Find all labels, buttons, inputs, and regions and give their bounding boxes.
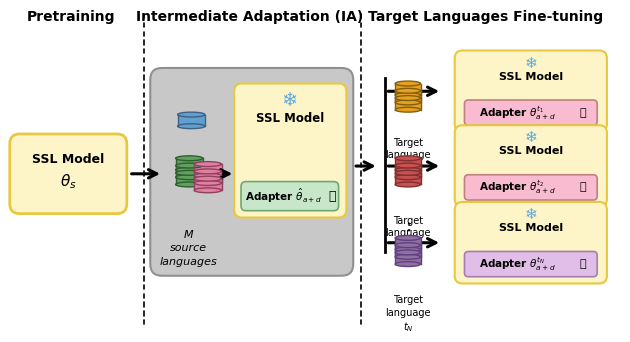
Text: $M$
source
languages: $M$ source languages [159, 228, 217, 266]
Ellipse shape [395, 107, 421, 112]
Ellipse shape [395, 243, 421, 248]
Ellipse shape [395, 81, 421, 86]
Text: Intermediate Adaptation (IA): Intermediate Adaptation (IA) [136, 10, 364, 24]
Bar [176, 173, 203, 184]
Ellipse shape [194, 176, 222, 181]
Text: Target
language
$t_1$: Target language $t_1$ [385, 138, 431, 177]
Text: SSL Model: SSL Model [256, 112, 324, 125]
Bar [178, 115, 205, 126]
Text: SSL Model: SSL Model [499, 72, 563, 82]
Ellipse shape [395, 93, 421, 97]
FancyBboxPatch shape [455, 125, 607, 207]
Bar [395, 252, 421, 264]
Bar [395, 245, 421, 257]
FancyBboxPatch shape [151, 68, 353, 276]
Ellipse shape [194, 173, 222, 178]
FancyBboxPatch shape [241, 182, 338, 211]
Bar [176, 166, 203, 177]
Text: Target
language
$t_N$: Target language $t_N$ [385, 295, 431, 334]
Bar [176, 158, 203, 170]
Ellipse shape [395, 100, 421, 105]
Ellipse shape [176, 175, 203, 180]
Bar [194, 179, 222, 190]
Text: ❄: ❄ [282, 91, 298, 110]
Text: 🔥: 🔥 [328, 189, 336, 202]
Ellipse shape [395, 247, 421, 252]
Text: ❄: ❄ [524, 130, 537, 145]
FancyBboxPatch shape [455, 202, 607, 284]
Text: 🔥: 🔥 [579, 259, 586, 269]
Ellipse shape [194, 162, 222, 167]
Bar [194, 164, 222, 176]
Ellipse shape [395, 182, 421, 187]
Text: SSL Model: SSL Model [499, 223, 563, 233]
Ellipse shape [395, 175, 421, 180]
Ellipse shape [395, 163, 421, 168]
Ellipse shape [395, 262, 421, 266]
Text: SSL Model: SSL Model [499, 146, 563, 157]
FancyBboxPatch shape [455, 51, 607, 132]
Text: Target Languages Fine-tuning: Target Languages Fine-tuning [369, 10, 604, 24]
Ellipse shape [176, 168, 203, 172]
Ellipse shape [395, 156, 421, 161]
Bar [395, 98, 421, 110]
Text: Adapter $\theta^{t_1}_{a+d}$: Adapter $\theta^{t_1}_{a+d}$ [479, 104, 556, 121]
Text: ❄: ❄ [524, 56, 537, 70]
Ellipse shape [176, 170, 203, 175]
FancyBboxPatch shape [234, 83, 346, 218]
Text: Adapter $\theta^{t_2}_{a+d}$: Adapter $\theta^{t_2}_{a+d}$ [479, 179, 556, 196]
Text: ⋯: ⋯ [398, 218, 417, 237]
Ellipse shape [395, 235, 421, 240]
Ellipse shape [176, 182, 203, 187]
Bar [395, 158, 421, 170]
FancyBboxPatch shape [464, 251, 597, 277]
Ellipse shape [194, 181, 222, 185]
FancyBboxPatch shape [9, 134, 127, 214]
Ellipse shape [176, 156, 203, 161]
Text: Pretraining: Pretraining [27, 10, 115, 24]
FancyBboxPatch shape [464, 100, 597, 125]
Bar [395, 91, 421, 103]
Ellipse shape [395, 168, 421, 172]
Text: $\theta_s$: $\theta_s$ [60, 172, 77, 191]
Bar [395, 238, 421, 250]
Ellipse shape [194, 188, 222, 193]
Bar [395, 83, 421, 95]
Text: 🔥: 🔥 [579, 182, 586, 193]
Ellipse shape [178, 124, 205, 129]
Ellipse shape [194, 169, 222, 174]
Text: Adapter $\theta^{t_N}_{a+d}$: Adapter $\theta^{t_N}_{a+d}$ [479, 255, 556, 273]
Ellipse shape [395, 254, 421, 259]
Text: SSL Model: SSL Model [32, 153, 105, 166]
Text: Target
language
$t_2$: Target language $t_2$ [385, 215, 431, 255]
Bar [395, 173, 421, 184]
Ellipse shape [395, 96, 421, 101]
FancyBboxPatch shape [464, 175, 597, 200]
Ellipse shape [395, 170, 421, 175]
Bar [194, 171, 222, 183]
Text: Adapter $\hat{\theta}_{a+d}$: Adapter $\hat{\theta}_{a+d}$ [246, 187, 323, 205]
Text: 🔥: 🔥 [579, 108, 586, 118]
Ellipse shape [176, 163, 203, 168]
Bar [395, 166, 421, 177]
Ellipse shape [395, 88, 421, 93]
Ellipse shape [395, 250, 421, 255]
Text: ❄: ❄ [524, 207, 537, 222]
Ellipse shape [178, 112, 205, 117]
